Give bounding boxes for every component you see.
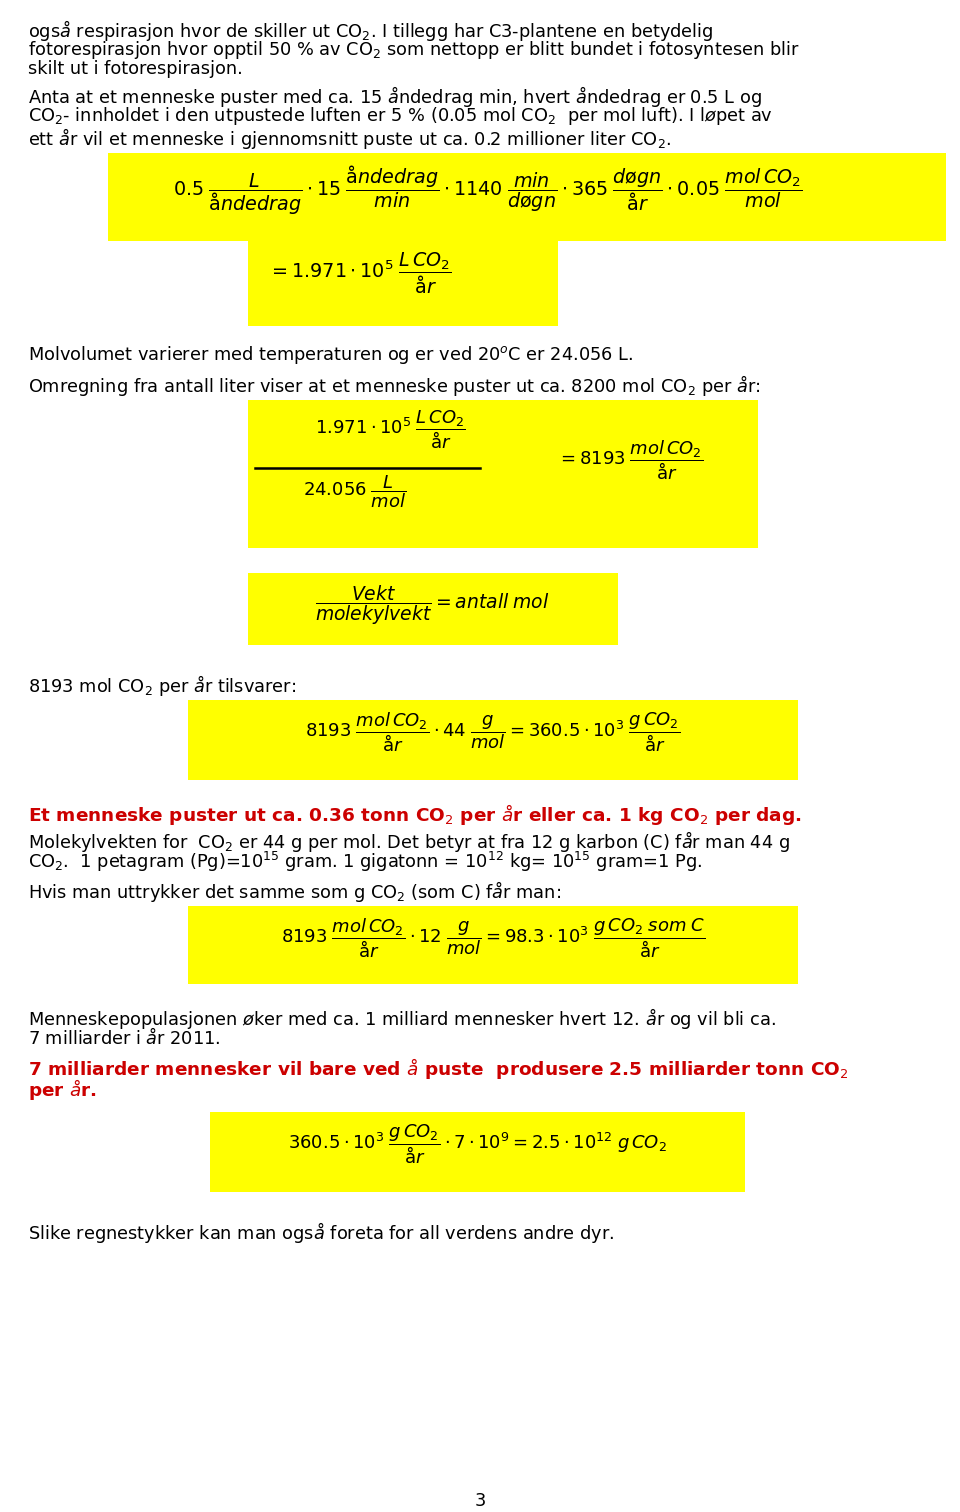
Text: fotorespirasjon hvor opptil 50 % av CO$_2$ som nettopp er blitt bundet i fotosyn: fotorespirasjon hvor opptil 50 % av CO$_…	[28, 39, 800, 60]
Text: Slike regnestykker kan man ogs$\aa$ foreta for all verdens andre dyr.: Slike regnestykker kan man ogs$\aa$ fore…	[28, 1220, 614, 1244]
Text: $360.5 \cdot 10^3\;\dfrac{g\,CO_2}{\mathdefault{\aa}r}\cdot 7 \cdot 10^9= 2.5 \c: $360.5 \cdot 10^3\;\dfrac{g\,CO_2}{\math…	[288, 1122, 666, 1166]
Text: per $\aa$r.: per $\aa$r.	[28, 1077, 97, 1102]
Text: 7 milliarder i $\aa$r 2011.: 7 milliarder i $\aa$r 2011.	[28, 1027, 221, 1048]
Text: ett $\aa$r vil et menneske i gjennomsnitt puste ut ca. 0.2 millioner liter CO$_2: ett $\aa$r vil et menneske i gjennomsnit…	[28, 125, 671, 151]
Text: skilt ut i fotorespirasjon.: skilt ut i fotorespirasjon.	[28, 60, 243, 79]
Text: $0.5\;\dfrac{L}{\mathdefault{\aa}ndedrag}\cdot 15\;\dfrac{\mathdefault{\aa}ndedr: $0.5\;\dfrac{L}{\mathdefault{\aa}ndedrag…	[173, 163, 803, 218]
Text: Menneskepopulasjonen $\o$ker med ca. 1 milliard mennesker hvert 12. $\aa$r og vi: Menneskepopulasjonen $\o$ker med ca. 1 m…	[28, 1005, 776, 1031]
Text: $8193\;\dfrac{mol\,CO_2}{\mathdefault{\aa}r}\cdot 44\;\dfrac{g}{mol}= 360.5 \cdo: $8193\;\dfrac{mol\,CO_2}{\mathdefault{\a…	[305, 711, 681, 753]
Text: $24.056\;\dfrac{L}{mol}$: $24.056\;\dfrac{L}{mol}$	[303, 473, 407, 510]
Text: 8193 mol CO$_2$ per $\aa$r tilsvarer:: 8193 mol CO$_2$ per $\aa$r tilsvarer:	[28, 673, 296, 699]
FancyBboxPatch shape	[108, 153, 946, 240]
FancyBboxPatch shape	[188, 906, 798, 984]
Text: $= 8193\;\dfrac{mol\,CO_2}{\mathdefault{\aa}r}$: $= 8193\;\dfrac{mol\,CO_2}{\mathdefault{…	[557, 438, 704, 482]
Text: CO$_2$.  1 petagram (Pg)=10$^{15}$ gram. 1 gigatonn = 10$^{12}$ kg= 10$^{15}$ gr: CO$_2$. 1 petagram (Pg)=10$^{15}$ gram. …	[28, 850, 702, 874]
Text: $8193\;\dfrac{mol\,CO_2}{\mathdefault{\aa}r}\cdot 12\;\dfrac{g}{mol}= 98.3 \cdot: $8193\;\dfrac{mol\,CO_2}{\mathdefault{\a…	[281, 916, 705, 960]
Text: ogs$\aa$ respirasjon hvor de skiller ut CO$_2$. I tillegg har C3-plantene en bet: ogs$\aa$ respirasjon hvor de skiller ut …	[28, 18, 713, 42]
FancyBboxPatch shape	[248, 401, 758, 547]
Text: 7 milliarder mennesker vil bare ved $\aa$ puste  produsere 2.5 milliarder tonn C: 7 milliarder mennesker vil bare ved $\aa…	[28, 1055, 849, 1081]
FancyBboxPatch shape	[248, 240, 558, 327]
Text: 3: 3	[474, 1492, 486, 1510]
Text: Anta at et menneske puster med ca. 15 $\aa$ndedrag min, hvert $\aa$ndedrag er 0.: Anta at et menneske puster med ca. 15 $\…	[28, 85, 762, 109]
Text: $1.971 \cdot 10^5\;\dfrac{L\,CO_2}{\mathdefault{\aa}r}$: $1.971 \cdot 10^5\;\dfrac{L\,CO_2}{\math…	[315, 408, 466, 451]
FancyBboxPatch shape	[248, 573, 618, 646]
Text: $= 1.971 \cdot 10^5\;\dfrac{L\,CO_2}{\mathdefault{\aa}r}$: $= 1.971 \cdot 10^5\;\dfrac{L\,CO_2}{\ma…	[268, 251, 452, 296]
Text: Molvolumet varierer med temperaturen og er ved 20$^o$C er 24.056 L.: Molvolumet varierer med temperaturen og …	[28, 345, 634, 366]
Text: Omregning fra antall liter viser at et menneske puster ut ca. 8200 mol CO$_2$ pe: Omregning fra antall liter viser at et m…	[28, 373, 760, 398]
FancyBboxPatch shape	[210, 1111, 745, 1191]
Text: Molekylvekten for  CO$_2$ er 44 g per mol. Det betyr at fra 12 g karbon (C) f$\a: Molekylvekten for CO$_2$ er 44 g per mol…	[28, 829, 790, 854]
Text: $\dfrac{Vekt}{molekylvekt} = antall\;mol$: $\dfrac{Vekt}{molekylvekt} = antall\;mol…	[315, 584, 549, 627]
Text: Hvis man uttrykker det samme som g CO$_2$ (som C) f$\aa$r man:: Hvis man uttrykker det samme som g CO$_2…	[28, 878, 562, 904]
FancyBboxPatch shape	[188, 700, 798, 780]
Text: Et menneske puster ut ca. 0.36 tonn CO$_2$ per $\aa$r eller ca. 1 kg CO$_2$ per : Et menneske puster ut ca. 0.36 tonn CO$_…	[28, 801, 802, 827]
Text: CO$_2$- innholdet i den utpustede luften er 5 % (0.05 mol CO$_2$  per mol luft).: CO$_2$- innholdet i den utpustede luften…	[28, 104, 773, 127]
